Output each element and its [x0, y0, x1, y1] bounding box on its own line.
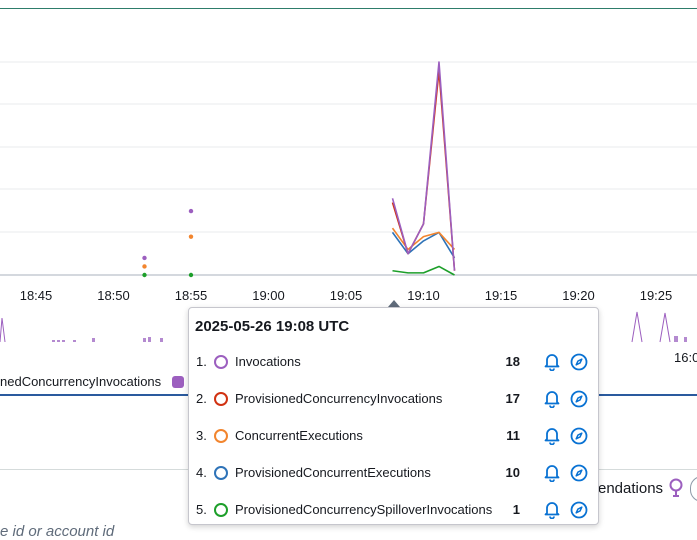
data-point: [142, 272, 147, 278]
data-point: [142, 264, 147, 269]
tooltip-row: 4. ProvisionedConcurrentExecutions 10: [189, 461, 598, 485]
minimap-bar: [160, 338, 163, 342]
row-index: 1.: [196, 354, 207, 369]
compass-icon[interactable]: [570, 353, 588, 371]
tooltip-row: 5. ProvisionedConcurrencySpilloverInvocat…: [189, 498, 598, 522]
series-line: [391, 231, 456, 259]
compass-icon[interactable]: [570, 390, 588, 408]
chart-gridlines: [0, 61, 697, 233]
x-tick-label: 19:10: [407, 288, 440, 303]
metric-name: ProvisionedConcurrentExecutions: [235, 465, 431, 480]
x-tick-label: 19:15: [484, 288, 518, 303]
chart-series: [142, 61, 456, 278]
x-tick-label: 19:20: [562, 288, 595, 303]
minimap-bar: [92, 338, 95, 342]
legend-item-label[interactable]: nedConcurrencyInvocations: [0, 374, 162, 389]
minimap-bar: [674, 336, 678, 342]
metric-value: 1: [512, 502, 520, 517]
series-color-ring: [214, 429, 228, 443]
bell-icon[interactable]: [544, 353, 560, 371]
series-color-ring: [214, 392, 228, 406]
edge-button[interactable]: [690, 476, 697, 502]
row-index: 3.: [196, 428, 207, 443]
bell-icon[interactable]: [544, 390, 560, 408]
tooltip-row: 3. ConcurrentExecutions 11: [189, 424, 598, 448]
row-index: 5.: [196, 502, 207, 517]
timeline-time-label: 16:0: [674, 350, 697, 365]
bell-icon[interactable]: [544, 501, 560, 519]
tooltip-row: 2. ProvisionedConcurrencyInvocations 17: [189, 387, 598, 411]
chart-tooltip: 2025-05-26 19:08 UTC 1. Invocations 18 2. Pr…: [188, 307, 599, 525]
minimap-bar: [52, 340, 55, 342]
data-point: [188, 272, 194, 278]
minimap-spike: [0, 317, 6, 343]
metric-name: ConcurrentExecutions: [235, 428, 363, 443]
minimap-spike: [631, 311, 643, 343]
chart-minimap: [0, 311, 687, 343]
minimap-bar: [57, 340, 60, 342]
search-placeholder-text: e id or account id: [0, 523, 115, 540]
recommendations-link[interactable]: endations: [598, 480, 664, 497]
metric-value: 11: [506, 428, 520, 443]
series-line: [391, 61, 456, 271]
compass-icon[interactable]: [570, 427, 588, 445]
lightbulb-icon[interactable]: [668, 478, 684, 498]
x-tick-label: 19:25: [639, 288, 673, 303]
row-index: 2.: [196, 391, 207, 406]
series-color-ring: [214, 466, 228, 480]
minimap-bar: [73, 340, 76, 342]
x-tick-label: 18:50: [97, 288, 130, 303]
top-border: [0, 8, 697, 9]
minimap-bar: [62, 340, 65, 342]
metric-name: ProvisionedConcurrencyInvocations: [235, 391, 443, 406]
compass-icon[interactable]: [570, 501, 588, 519]
series-line: [391, 227, 456, 251]
metric-name: Invocations: [235, 354, 301, 369]
row-index: 4.: [196, 465, 207, 480]
metric-value: 17: [505, 391, 520, 406]
x-tick-label: 18:45: [19, 288, 53, 303]
minimap-bar: [148, 337, 151, 342]
minimap-spike: [659, 312, 671, 343]
metric-value: 18: [505, 354, 520, 369]
x-tick-label: 19:05: [329, 288, 363, 303]
tooltip-row: 1. Invocations 18: [189, 350, 598, 374]
data-point: [188, 208, 194, 214]
data-point: [142, 255, 147, 261]
series-color-ring: [214, 503, 228, 517]
bell-icon[interactable]: [544, 427, 560, 445]
series-color-ring: [214, 355, 228, 369]
series-line: [392, 265, 455, 276]
legend-color-swatch[interactable]: [172, 376, 184, 388]
metric-value: 10: [505, 465, 520, 480]
tooltip-timestamp: 2025-05-26 19:08 UTC: [195, 318, 350, 335]
data-point: [188, 234, 194, 239]
compass-icon[interactable]: [570, 464, 588, 482]
line-chart[interactable]: [0, 0, 697, 345]
bell-icon[interactable]: [544, 464, 560, 482]
x-tick-label: 18:55: [174, 288, 208, 303]
metric-name: ProvisionedConcurrencySpilloverInvocatio…: [235, 502, 493, 517]
tooltip-pointer: [388, 300, 400, 307]
minimap-bar: [684, 337, 687, 342]
minimap-bar: [143, 338, 146, 342]
x-tick-label: 19:00: [252, 288, 285, 303]
